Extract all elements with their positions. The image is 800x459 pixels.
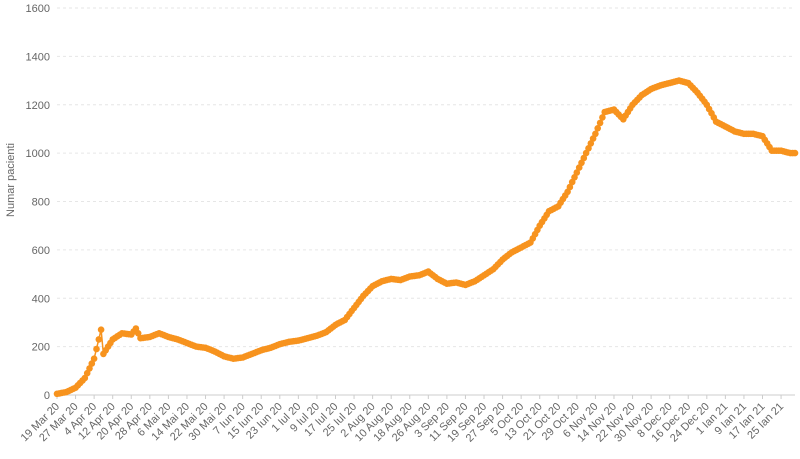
y-tick-label: 1400 — [26, 51, 50, 63]
y-tick-label: 600 — [32, 245, 50, 257]
y-tick-label: 1200 — [26, 100, 50, 112]
data-point — [81, 374, 89, 382]
data-point — [580, 154, 588, 162]
data-point — [95, 336, 103, 343]
data-point — [97, 326, 105, 334]
y-tick-label: 800 — [32, 197, 50, 209]
data-point — [592, 130, 599, 138]
data-point — [594, 125, 601, 132]
y-tick-label: 400 — [32, 293, 50, 305]
y-tick-label: 0 — [44, 390, 50, 402]
data-point — [134, 330, 142, 337]
gridlines — [57, 7, 795, 396]
data-point — [93, 345, 100, 353]
y-tick-label: 200 — [32, 342, 50, 354]
data-point — [573, 169, 581, 176]
data-point — [791, 149, 799, 157]
y-tick-label: 1600 — [26, 3, 50, 15]
data-point — [596, 119, 604, 127]
data-point — [566, 183, 574, 191]
y-axis-ticks: 0 200 400 600 800 1000 1200 1400 1600 — [26, 3, 50, 402]
data-point — [88, 360, 96, 367]
series-group — [53, 77, 799, 398]
data-point — [599, 114, 606, 121]
y-tick-label: 1000 — [26, 148, 50, 160]
data-point — [90, 355, 98, 363]
data-point — [585, 145, 592, 152]
y-axis-label: Numar pacienti — [5, 143, 17, 217]
